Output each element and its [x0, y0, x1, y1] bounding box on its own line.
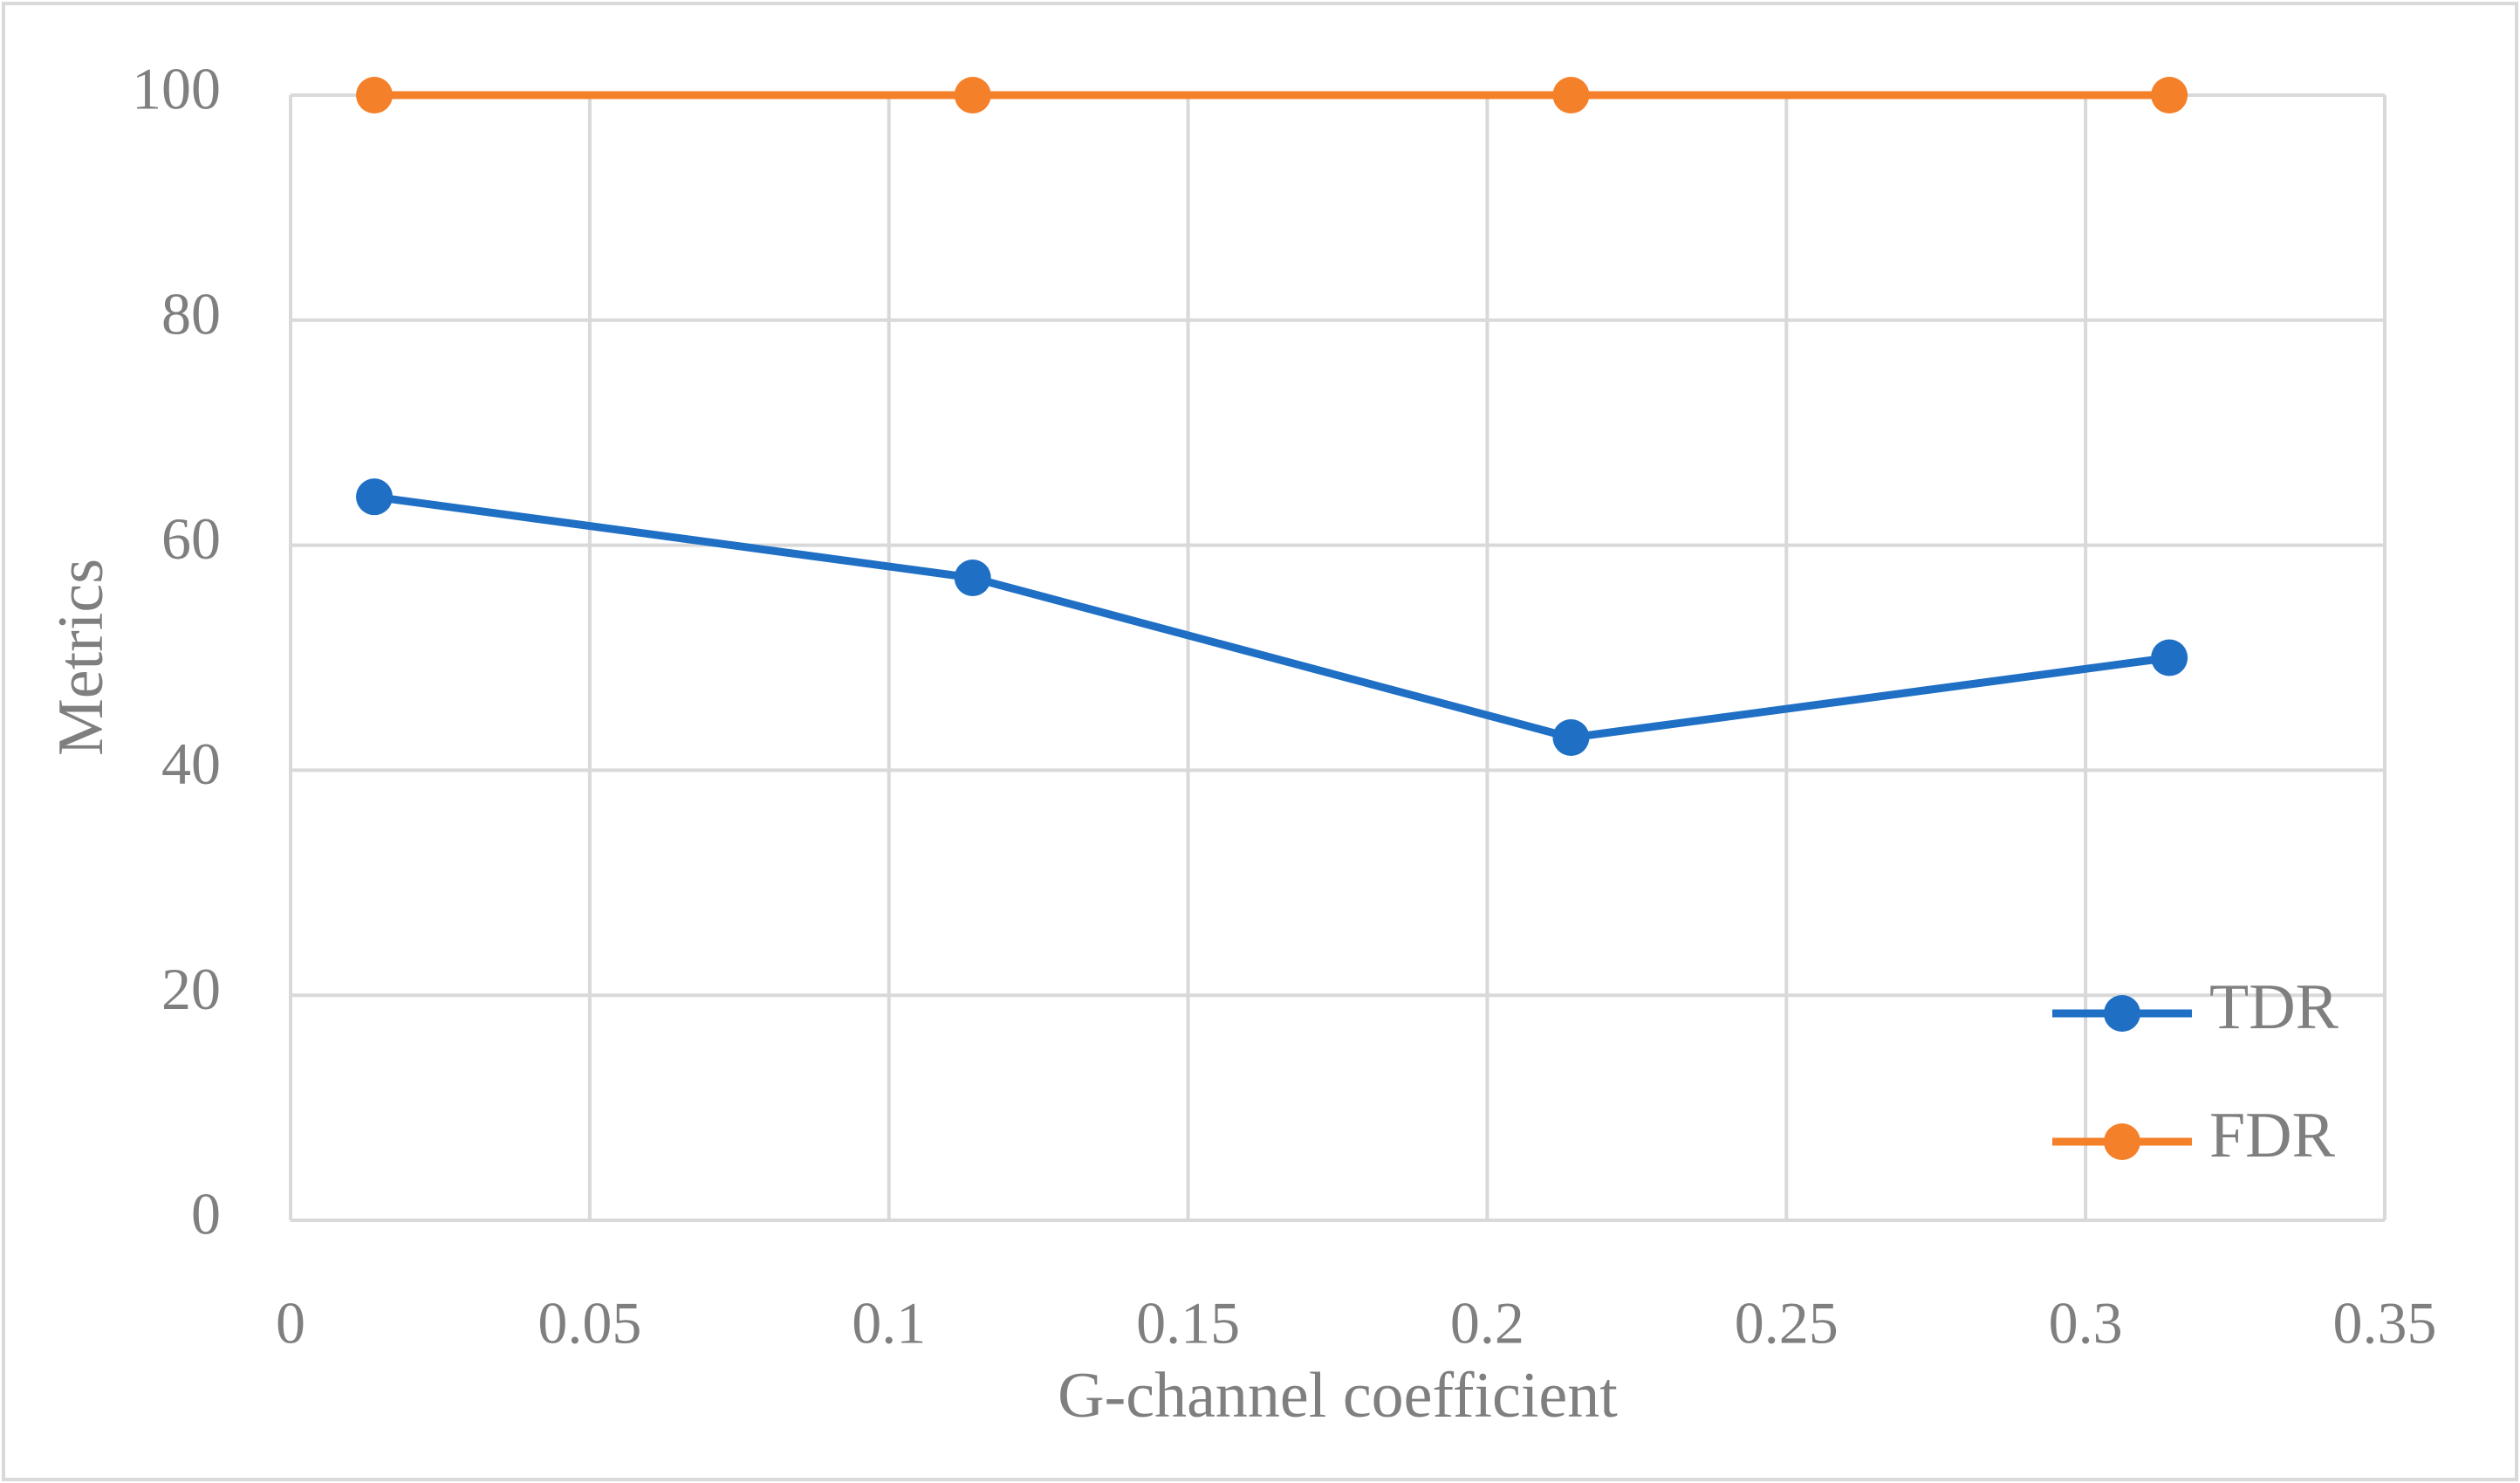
y-axis-title: Metrics	[45, 559, 117, 756]
x-tick-label: 0.1	[852, 1290, 926, 1356]
data-point	[1552, 719, 1590, 757]
y-tick-label: 40	[161, 731, 221, 797]
x-axis-title: G-channel coefficient	[1058, 1360, 1618, 1432]
y-tick-label: 0	[191, 1181, 221, 1247]
y-tick-label: 60	[161, 505, 221, 572]
data-line	[373, 492, 2170, 742]
legend-label: TDR	[2209, 972, 2339, 1043]
data-point	[356, 478, 393, 516]
x-tick-label: 0.3	[2049, 1290, 2123, 1356]
y-tick-label: 100	[132, 56, 221, 122]
data-point	[2151, 639, 2188, 676]
legend-label: FDR	[2209, 1100, 2336, 1171]
data-point	[954, 77, 991, 113]
data-point	[954, 559, 991, 596]
x-tick-label: 0.15	[1136, 1290, 1240, 1356]
data-point	[2151, 77, 2188, 113]
x-tick-label: 0.25	[1735, 1290, 1839, 1356]
y-tick-label: 80	[161, 280, 221, 347]
data-point	[1552, 77, 1590, 113]
legend-marker	[2104, 1123, 2140, 1160]
x-tick-label: 0	[276, 1290, 305, 1356]
x-tick-label: 0.2	[1450, 1290, 1524, 1356]
y-tick-label: 20	[161, 956, 221, 1022]
x-tick-label: 0.35	[2333, 1290, 2437, 1356]
legend-marker	[2104, 995, 2140, 1032]
data-point	[356, 77, 393, 113]
x-tick-label: 0.05	[538, 1290, 641, 1356]
